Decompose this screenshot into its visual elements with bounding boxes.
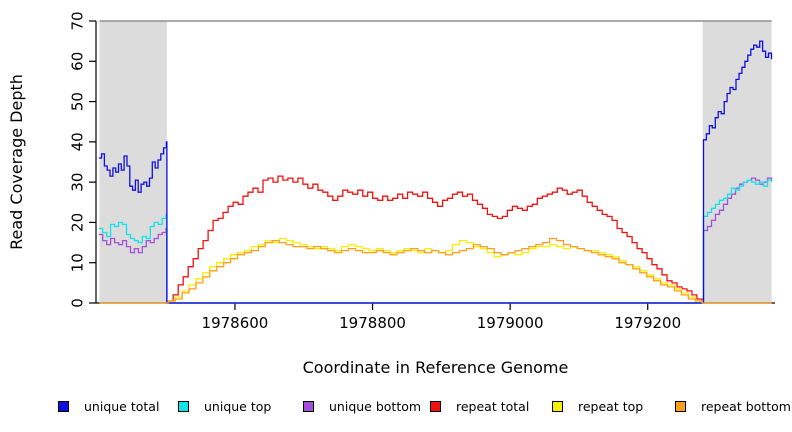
y-tick-label: 70 [69, 11, 87, 30]
x-tick-label: 1978800 [339, 314, 406, 332]
legend-label: repeat bottom [701, 398, 791, 414]
series-line-unique-total [98, 40, 773, 304]
legend-item-unique-top: unique top [178, 396, 271, 416]
x-tick-label: 1979000 [477, 314, 544, 332]
legend-label: repeat top [578, 398, 644, 414]
legend-item-repeat-total: repeat total [430, 396, 529, 416]
y-tick-label: 60 [69, 52, 87, 71]
legend-item-repeat-bottom: repeat bottom [675, 396, 791, 416]
legend-label: unique bottom [329, 398, 422, 414]
legend-item-unique-bottom: unique bottom [303, 396, 421, 416]
legend-label: unique total [84, 398, 160, 414]
legend-swatch-repeat-total [430, 400, 441, 412]
legend-swatch-unique-total [58, 400, 69, 412]
legend-swatch-repeat-bottom [675, 400, 686, 412]
series-line-repeat-bottom [99, 237, 772, 304]
chart-legend: unique total unique top unique bottom repea… [0, 396, 792, 420]
y-tick-label: 20 [69, 213, 87, 232]
series-line-repeat-total [168, 175, 703, 303]
x-tick-label: 1978600 [202, 314, 269, 332]
legend-label: repeat total [456, 398, 530, 414]
x-tick-label: 1979200 [614, 314, 681, 332]
y-tick-label: 10 [69, 253, 87, 272]
y-tick-label: 30 [69, 173, 87, 192]
legend-item-unique-total: unique total [58, 396, 159, 416]
legend-item-repeat-top: repeat top [552, 396, 643, 416]
y-axis-title: Read Coverage Depth [7, 74, 26, 250]
legend-label: unique top [204, 398, 272, 414]
legend-swatch-unique-top [178, 400, 189, 412]
series-line-repeat-top [168, 237, 703, 303]
y-tick-label: 0 [69, 298, 87, 308]
y-tick-label: 50 [69, 92, 87, 111]
x-axis-title: Coordinate in Reference Genome [303, 358, 569, 377]
right-unique-region [702, 21, 772, 303]
left-unique-region [99, 21, 167, 303]
legend-swatch-repeat-top [552, 400, 563, 412]
y-tick-label: 40 [69, 132, 87, 151]
legend-swatch-unique-bottom [303, 400, 314, 412]
